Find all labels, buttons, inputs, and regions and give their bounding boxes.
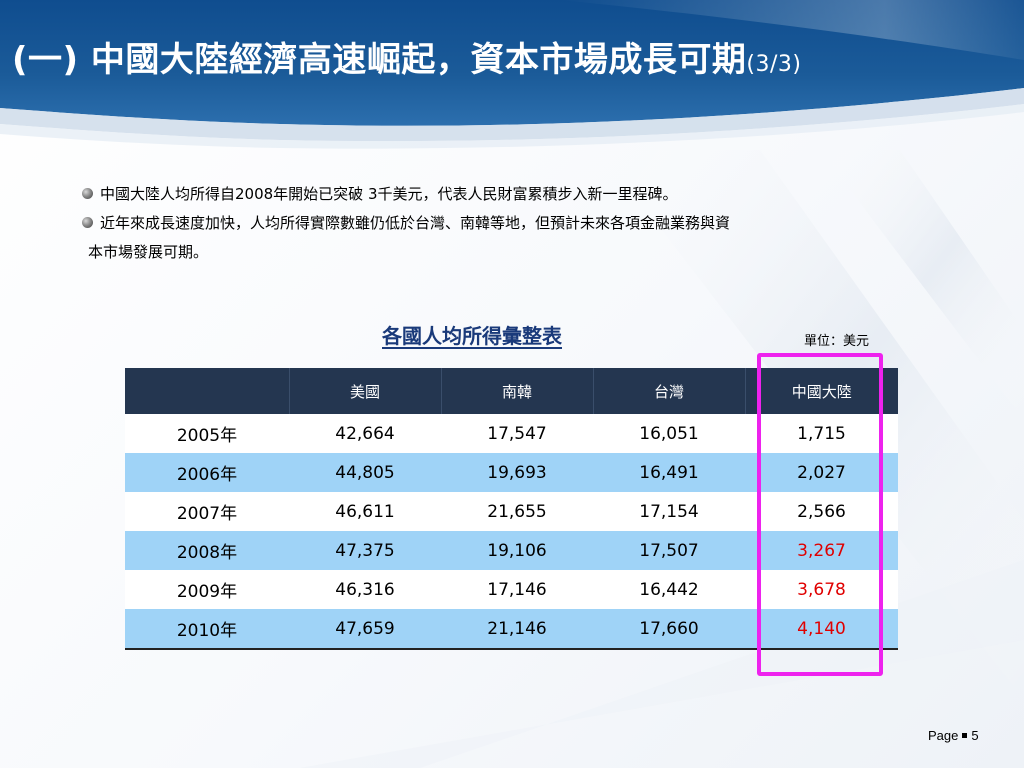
usa-cell: 44,805 <box>289 453 441 492</box>
table-row: 2010年 47,659 21,146 17,660 4,140 <box>125 609 898 650</box>
bullet-icon <box>82 217 93 228</box>
page-number: 5 <box>971 728 979 743</box>
bullet-list: 中國大陸人均所得自2008年開始已突破 3千美元，代表人民財富累積步入新一里程碑… <box>82 180 962 267</box>
unit-label: 單位：美元 <box>804 334 870 349</box>
china-cell: 2,566 <box>745 492 898 531</box>
taiwan-cell: 17,154 <box>593 492 745 531</box>
table-row: 2007年 46,611 21,655 17,154 2,566 <box>125 492 898 531</box>
slide-title: (一) 中國大陸經濟高速崛起，資本市場成長可期(3/3) <box>12 38 802 87</box>
korea-cell: 19,693 <box>441 453 593 492</box>
bullet-item: 中國大陸人均所得自2008年開始已突破 3千美元，代表人民財富累積步入新一里程碑… <box>82 180 962 209</box>
slide-title-suffix: (3/3) <box>746 52 802 77</box>
usa-cell: 46,611 <box>289 492 441 531</box>
bullet-item: 近年來成長速度加快，人均所得實際數雖仍低於台灣、南韓等地，但預計未來各項金融業務… <box>82 209 962 267</box>
header-cell-taiwan: 台灣 <box>592 368 745 414</box>
bullet-icon <box>82 188 93 199</box>
year-cell: 2008年 <box>125 531 289 570</box>
bullet-text: 中國大陸人均所得自2008年開始已突破 3千美元，代表人民財富累積步入新一里程碑… <box>100 185 678 203</box>
year-cell: 2009年 <box>125 570 289 609</box>
china-cell: 1,715 <box>745 414 898 453</box>
slide-title-main: (一) 中國大陸經濟高速崛起，資本市場成長可期 <box>12 40 747 80</box>
china-cell: 3,267 <box>745 531 898 570</box>
taiwan-cell: 16,442 <box>593 570 745 609</box>
page-label: Page <box>928 728 959 743</box>
year-cell: 2005年 <box>125 414 289 453</box>
korea-cell: 21,655 <box>441 492 593 531</box>
table-caption: 各國人均所得彙整表 <box>382 324 562 348</box>
korea-cell: 17,547 <box>441 414 593 453</box>
separator-square-icon <box>962 733 968 739</box>
china-cell: 3,678 <box>745 570 898 609</box>
table-header-row: 美國 南韓 台灣 中國大陸 <box>125 368 898 414</box>
taiwan-cell: 17,507 <box>593 531 745 570</box>
usa-cell: 46,316 <box>289 570 441 609</box>
bullet-text: 近年來成長速度加快，人均所得實際數雖仍低於台灣、南韓等地，但預計未來各項金融業務… <box>100 214 731 232</box>
income-table: 美國 南韓 台灣 中國大陸 2005年 42,664 17,547 16,051… <box>125 368 898 650</box>
usa-cell: 42,664 <box>289 414 441 453</box>
korea-cell: 19,106 <box>441 531 593 570</box>
korea-cell: 21,146 <box>441 609 593 650</box>
header-cell-korea: 南韓 <box>440 368 593 414</box>
page-footer: Page 5 <box>928 728 979 743</box>
table-row: 2009年 46,316 17,146 16,442 3,678 <box>125 570 898 609</box>
taiwan-cell: 16,491 <box>593 453 745 492</box>
header-cell-usa: 美國 <box>288 368 441 414</box>
year-cell: 2007年 <box>125 492 289 531</box>
table-row: 2005年 42,664 17,547 16,051 1,715 <box>125 414 898 453</box>
usa-cell: 47,659 <box>289 609 441 650</box>
korea-cell: 17,146 <box>441 570 593 609</box>
china-cell: 2,027 <box>745 453 898 492</box>
china-cell: 4,140 <box>745 609 898 650</box>
taiwan-cell: 16,051 <box>593 414 745 453</box>
header-band <box>0 0 1024 149</box>
year-cell: 2006年 <box>125 453 289 492</box>
table-row: 2006年 44,805 19,693 16,491 2,027 <box>125 453 898 492</box>
usa-cell: 47,375 <box>289 531 441 570</box>
header-cell-corner <box>125 368 289 414</box>
header-cell-china: 中國大陸 <box>744 368 898 414</box>
year-cell: 2010年 <box>125 609 289 650</box>
table-row: 2008年 47,375 19,106 17,507 3,267 <box>125 531 898 570</box>
taiwan-cell: 17,660 <box>593 609 745 650</box>
bullet-text-continuation: 本市場發展可期。 <box>88 243 209 261</box>
